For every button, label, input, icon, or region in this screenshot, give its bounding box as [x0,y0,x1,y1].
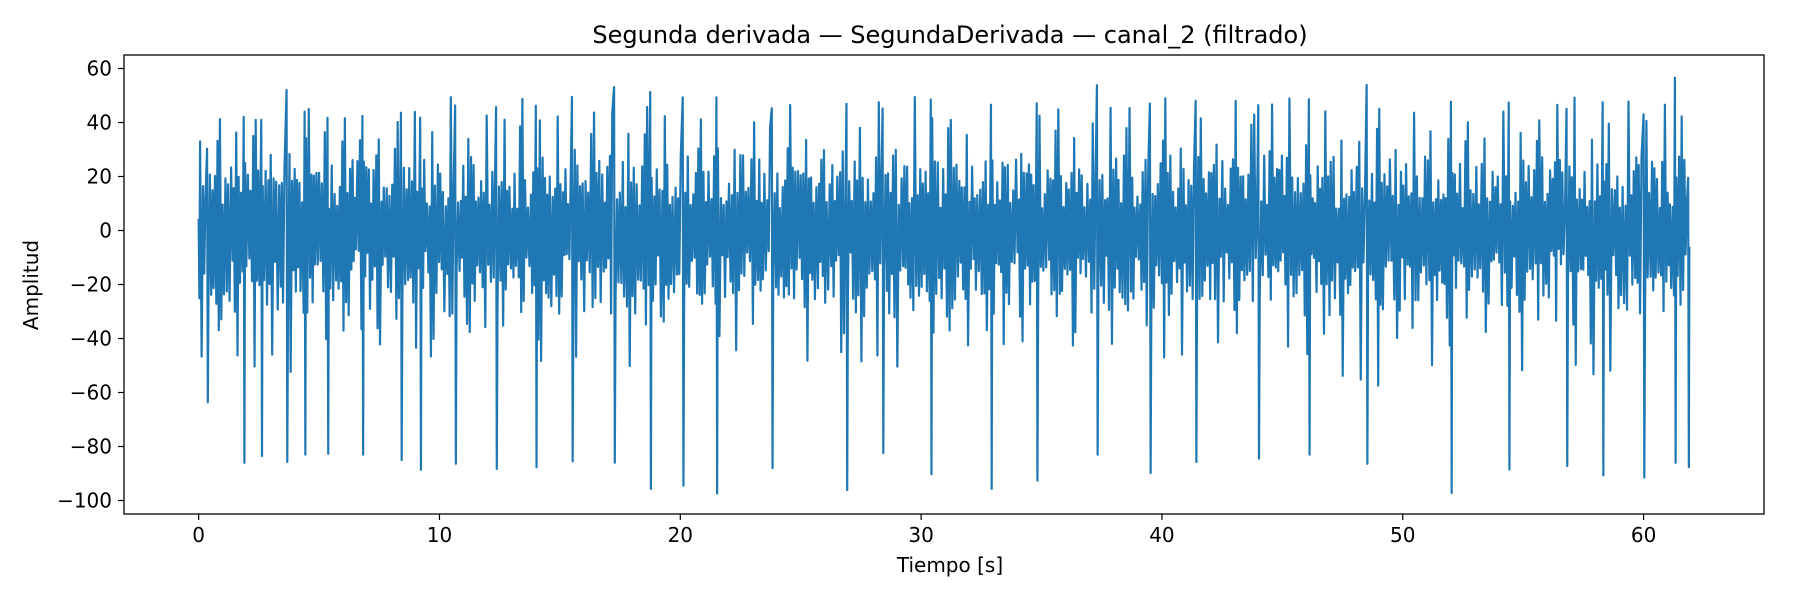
chart-title: Segunda derivada — SegundaDerivada — can… [592,21,1307,49]
y-tick-label: 20 [87,165,112,189]
x-tick-label: 0 [192,523,205,547]
x-tick-label: 40 [1149,523,1174,547]
y-tick-label: −40 [70,327,112,351]
y-tick-label: −100 [57,489,112,513]
x-axis-title: Tiempo [s] [896,553,1003,577]
x-tick-label: 50 [1390,523,1415,547]
x-tick-label: 30 [908,523,933,547]
y-tick-label: −60 [70,381,112,405]
y-tick-label: −80 [70,435,112,459]
x-tick-label: 60 [1631,523,1656,547]
y-tick-label: −20 [70,273,112,297]
y-tick-label: 0 [99,219,112,243]
y-tick-label: 40 [87,111,112,135]
x-tick-label: 20 [668,523,693,547]
y-tick-label: 60 [87,57,112,81]
x-tick-label: 10 [427,523,452,547]
y-axis-title: Amplitud [19,240,43,330]
